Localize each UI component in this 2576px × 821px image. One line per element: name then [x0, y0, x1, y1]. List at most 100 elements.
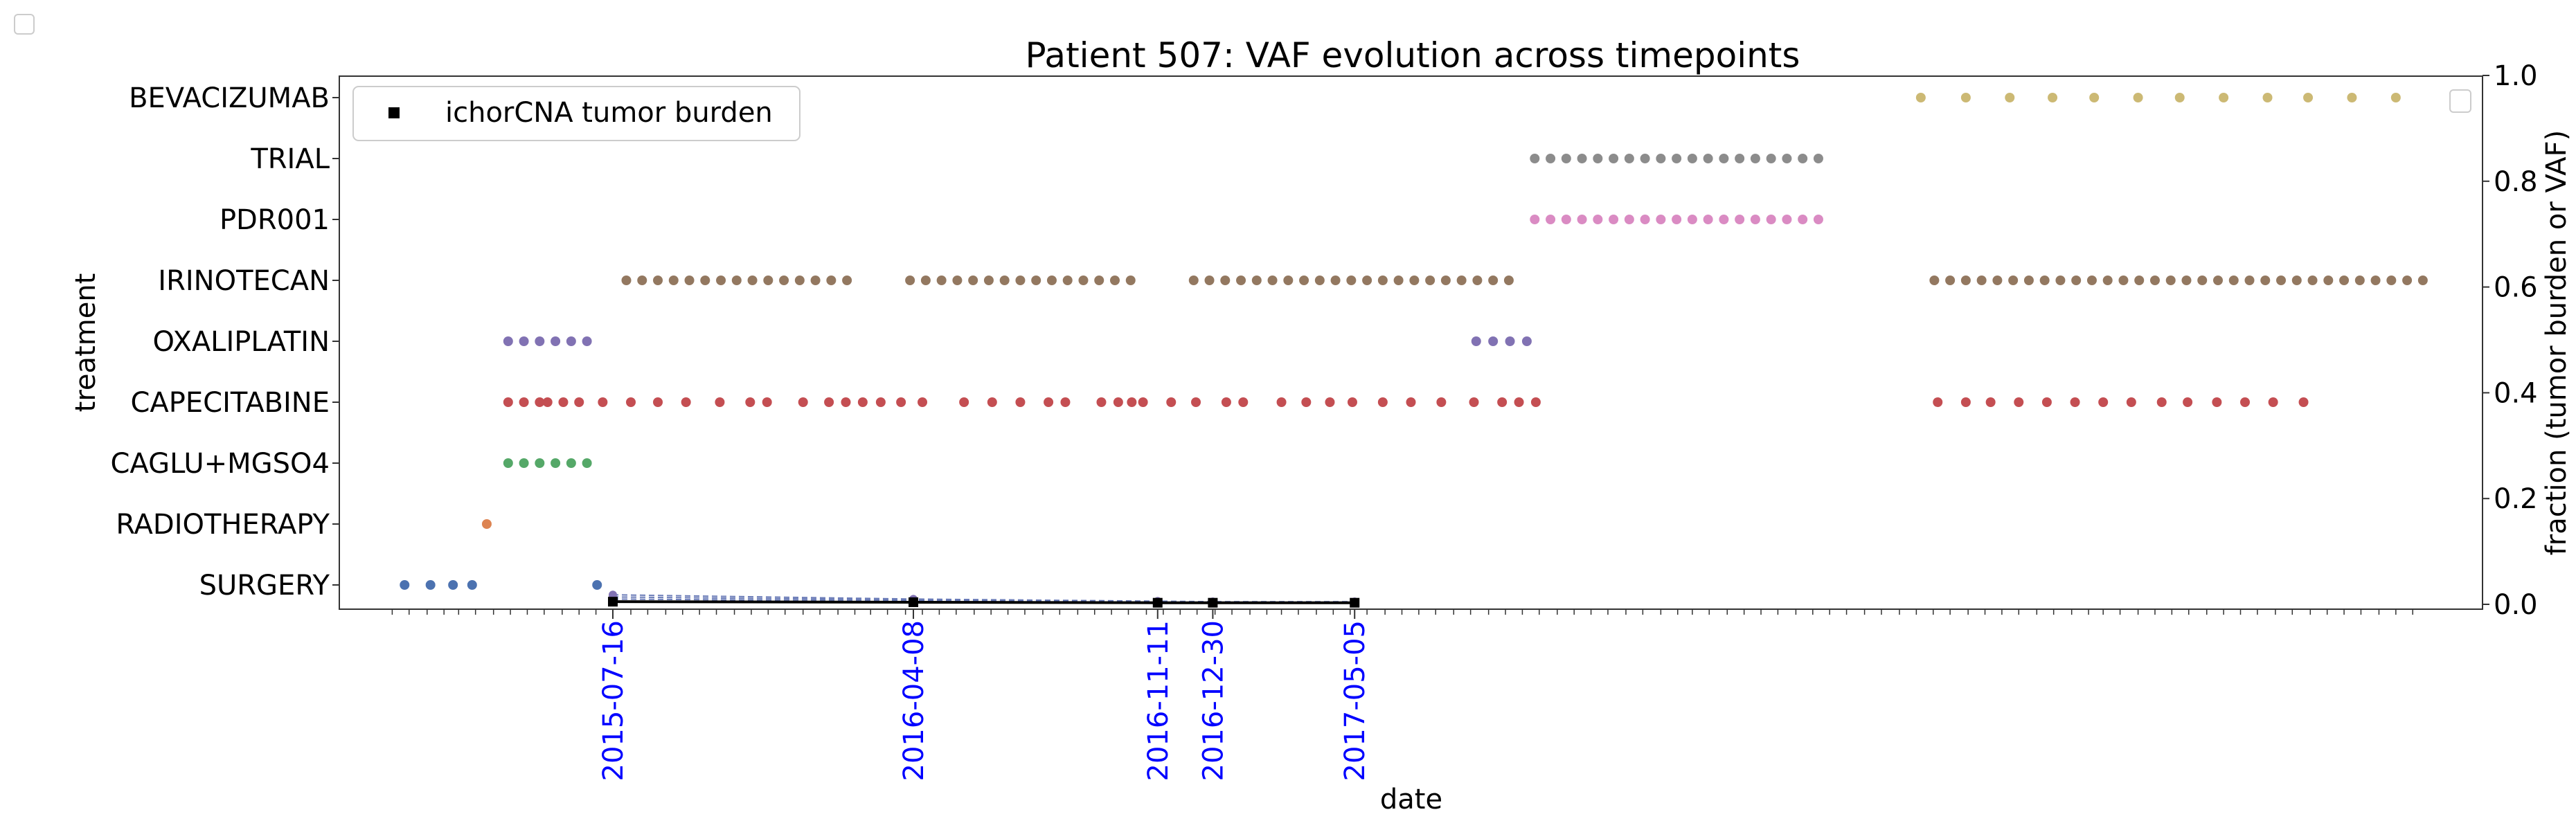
treatment-point — [1719, 215, 1729, 224]
treatment-point — [1703, 215, 1713, 224]
treatment-point — [700, 276, 710, 285]
treatment-point — [1362, 276, 1372, 285]
treatment-point — [684, 276, 695, 285]
tumor-burden-line — [612, 600, 1355, 604]
treatment-point — [1377, 276, 1388, 285]
treatment-point — [1191, 397, 1201, 407]
treatment-point — [467, 580, 477, 590]
treatment-point — [1503, 276, 1514, 285]
treatment-point — [2181, 276, 2192, 285]
treatment-point — [968, 276, 978, 285]
treatment-point — [1593, 154, 1603, 163]
treatment-point — [626, 397, 636, 407]
x-tick-label: 2016-11-11 — [1143, 620, 1174, 781]
treatment-point — [2086, 276, 2097, 285]
treatment-point — [1188, 276, 1199, 285]
treatment-point — [519, 397, 529, 407]
treatment-point — [1640, 215, 1650, 224]
treatment-point — [1609, 154, 1619, 163]
right-y-tick-label: 0.8 — [2494, 166, 2538, 198]
x-axis-label: date — [1380, 784, 1442, 815]
treatment-point — [1546, 215, 1556, 224]
treatment-point — [1497, 397, 1508, 407]
treatment-point — [1109, 276, 1120, 285]
treatment-point — [558, 397, 569, 407]
treatment-point — [826, 276, 837, 285]
legend: ichorCNA tumor burden — [352, 86, 800, 141]
x-tick-label: 2016-12-30 — [1197, 620, 1229, 781]
treatment-point — [1125, 276, 1136, 285]
treatment-point — [400, 580, 410, 590]
legend-label: ichorCNA tumor burden — [445, 97, 773, 129]
treatment-point — [1456, 276, 1467, 285]
treatment-point — [2118, 276, 2129, 285]
treatment-point — [1735, 215, 1745, 224]
treatment-point — [715, 397, 725, 407]
treatment-point — [2212, 397, 2222, 407]
treatment-point — [598, 397, 608, 407]
right-y-tick-label: 0.2 — [2494, 483, 2538, 515]
treatment-point — [1238, 397, 1249, 407]
x-tick-label: 2015-07-16 — [598, 620, 629, 781]
treatment-point — [2417, 276, 2428, 285]
treatment-point — [1469, 397, 1479, 407]
tumor-burden-marker — [608, 597, 618, 607]
treatment-point — [2386, 276, 2397, 285]
treatment-point — [1406, 397, 1416, 407]
treatment-point — [731, 276, 742, 285]
treatment-point — [1236, 276, 1246, 285]
treatment-point — [1346, 276, 1357, 285]
treatment-point — [1915, 93, 1926, 102]
treatment-point — [1976, 276, 1987, 285]
treatment-point — [1656, 215, 1666, 224]
treatment-point — [1750, 215, 1760, 224]
chart-title: Patient 507: VAF evolution across timepo… — [1026, 35, 1800, 75]
tumor-burden-marker — [1152, 597, 1163, 608]
treatment-point — [551, 336, 561, 346]
treatment-point — [1640, 154, 1650, 163]
treatment-point — [824, 397, 834, 407]
treatment-point — [857, 397, 868, 407]
treatment-point — [779, 276, 789, 285]
right-y-tick-label: 0.0 — [2494, 589, 2538, 621]
treatment-point — [535, 458, 545, 468]
treatment-point — [2228, 276, 2239, 285]
treatment-point — [1062, 276, 1073, 285]
treatment-point — [2041, 397, 2052, 407]
treatment-point — [2244, 276, 2255, 285]
treatment-point — [2156, 397, 2167, 407]
treatment-point — [2005, 93, 2015, 102]
treatment-point — [841, 397, 851, 407]
treatment-point — [1409, 276, 1420, 285]
treatment-point — [535, 397, 545, 407]
treatment-point — [952, 276, 963, 285]
y-tick-label: IRINOTECAN — [158, 265, 330, 297]
treatment-point — [542, 397, 553, 407]
treatment-point — [794, 276, 805, 285]
treatment-point — [2307, 276, 2318, 285]
treatment-point — [1561, 215, 1571, 224]
treatment-point — [905, 276, 915, 285]
treatment-point — [1425, 276, 1435, 285]
treatment-point — [2370, 276, 2381, 285]
treatment-point — [798, 397, 808, 407]
treatment-point — [2197, 276, 2208, 285]
treatment-point — [1782, 154, 1792, 163]
treatment-point — [1078, 276, 1089, 285]
treatment-point — [1267, 276, 1278, 285]
treatment-point — [535, 336, 545, 346]
treatment-point — [2298, 397, 2309, 407]
treatment-point — [1221, 397, 1231, 407]
treatment-point — [1687, 215, 1697, 224]
treatment-point — [2070, 397, 2080, 407]
treatment-point — [2014, 397, 2024, 407]
treatment-point — [2268, 397, 2278, 407]
treatment-point — [2183, 397, 2193, 407]
treatment-point — [637, 276, 647, 285]
treatment-points — [400, 93, 2428, 590]
treatment-point — [1060, 397, 1071, 407]
empty-legend-box — [2449, 89, 2471, 113]
treatment-point — [1204, 276, 1215, 285]
corner-checkbox[interactable] — [14, 14, 35, 35]
y-tick-label: CAPECITABINE — [130, 387, 330, 419]
